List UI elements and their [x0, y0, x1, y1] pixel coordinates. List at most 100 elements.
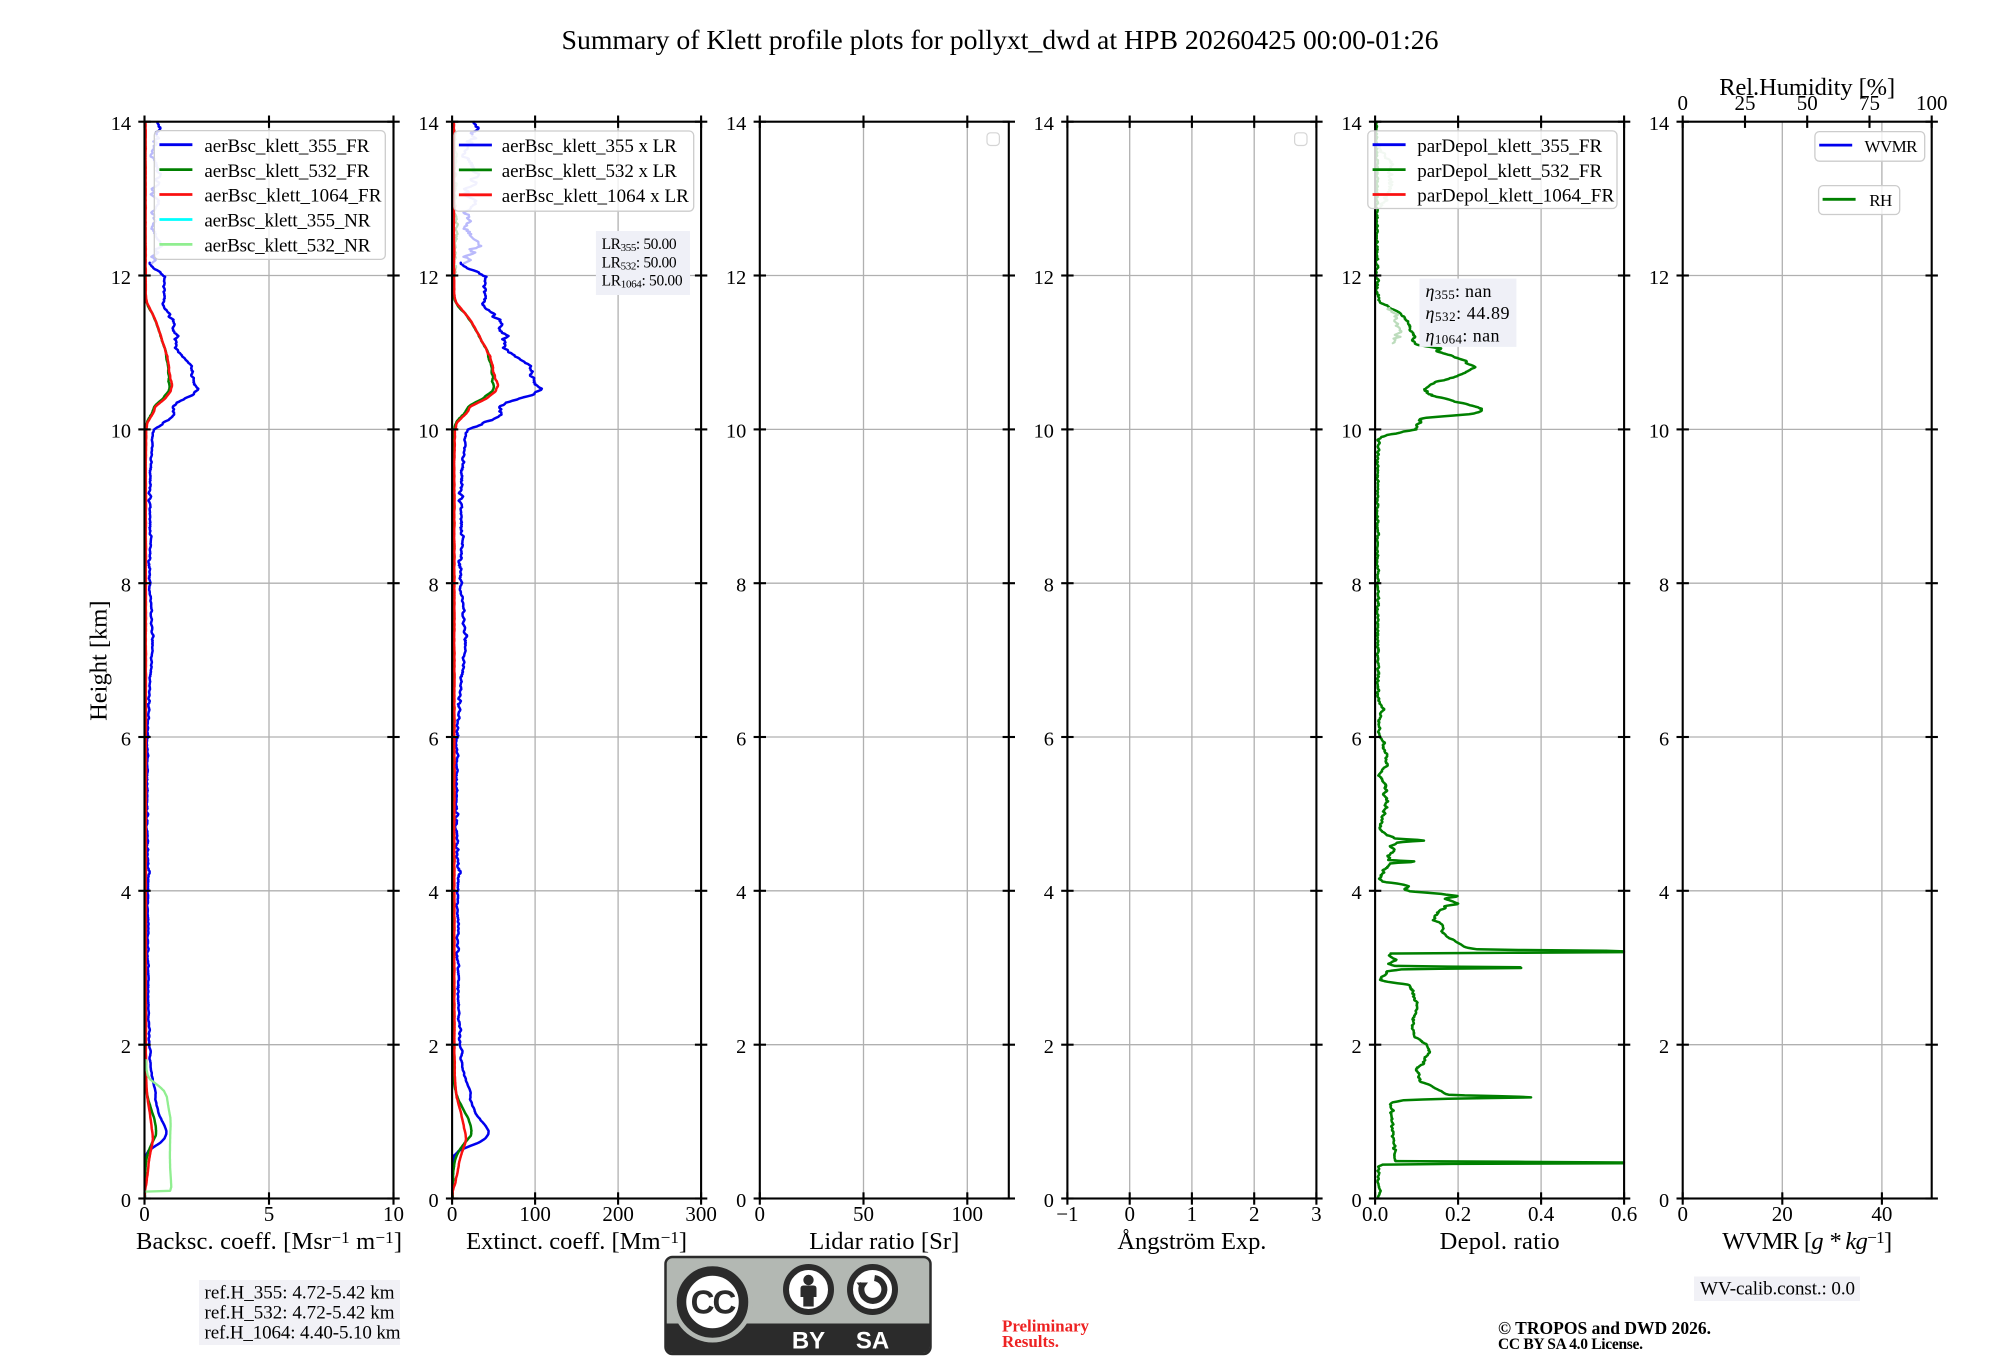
- svg-text:RH: RH: [1869, 191, 1892, 210]
- svg-text:0.6: 0.6: [1611, 1202, 1637, 1226]
- svg-text:WV-calib.const.: 0.0: WV-calib.const.: 0.0: [1700, 1279, 1855, 1300]
- svg-text:parDepol_klett_355_FR: parDepol_klett_355_FR: [1417, 136, 1602, 157]
- svg-text:200: 200: [602, 1202, 634, 1226]
- svg-text:4: 4: [1659, 882, 1669, 904]
- svg-text:12: 12: [1649, 267, 1669, 289]
- svg-text:Extinct. coeff. [Mm−1]: Extinct. coeff. [Mm−1]: [466, 1228, 687, 1255]
- svg-text:40: 40: [1871, 1202, 1892, 1226]
- svg-text:0.0: 0.0: [1362, 1202, 1388, 1226]
- svg-text:0: 0: [755, 1202, 766, 1226]
- svg-text:4: 4: [1044, 882, 1054, 904]
- svg-text:BY: BY: [792, 1328, 825, 1355]
- svg-text:η532: 44.89: η532: 44.89: [1426, 303, 1510, 324]
- svg-text:Summary of Klett profile plots: Summary of Klett profile plots for polly…: [562, 25, 1439, 56]
- svg-text:10: 10: [1649, 421, 1669, 443]
- svg-text:8: 8: [121, 575, 131, 597]
- svg-text:0: 0: [1659, 1190, 1669, 1212]
- svg-text:6: 6: [428, 728, 438, 750]
- svg-text:LR1064: 50.00: LR1064: 50.00: [602, 273, 683, 291]
- svg-text:Preliminary: Preliminary: [1002, 1317, 1090, 1336]
- svg-text:LR355: 50.00: LR355: 50.00: [602, 236, 677, 254]
- svg-text:100: 100: [952, 1202, 984, 1226]
- svg-text:10: 10: [1034, 421, 1054, 443]
- svg-text:6: 6: [1659, 728, 1669, 750]
- svg-text:25: 25: [1735, 91, 1756, 115]
- svg-text:Results.: Results.: [1002, 1332, 1059, 1351]
- svg-text:0: 0: [447, 1202, 458, 1226]
- svg-text:Backsc. coeff. [Msr−1 m−1]: Backsc. coeff. [Msr−1 m−1]: [136, 1228, 402, 1255]
- svg-text:CC: CC: [691, 1284, 736, 1321]
- svg-text:aerBsc_klett_532_NR: aerBsc_klett_532_NR: [204, 236, 370, 257]
- svg-text:0.4: 0.4: [1528, 1202, 1555, 1226]
- svg-text:aerBsc_klett_1064 x LR: aerBsc_klett_1064 x LR: [502, 186, 689, 207]
- svg-text:aerBsc_klett_1064_FR: aerBsc_klett_1064_FR: [204, 186, 381, 207]
- svg-text:4: 4: [736, 882, 746, 904]
- svg-text:14: 14: [726, 113, 746, 135]
- svg-text:0: 0: [1124, 1202, 1135, 1226]
- svg-text:8: 8: [428, 575, 438, 597]
- svg-text:14: 14: [111, 113, 131, 135]
- svg-text:8: 8: [1659, 575, 1669, 597]
- svg-text:10: 10: [383, 1202, 404, 1226]
- svg-text:CC BY SA 4.0 License.: CC BY SA 4.0 License.: [1498, 1336, 1643, 1353]
- svg-text:12: 12: [726, 267, 746, 289]
- svg-text:12: 12: [1034, 267, 1054, 289]
- svg-text:parDepol_klett_1064_FR: parDepol_klett_1064_FR: [1417, 186, 1614, 207]
- svg-text:aerBsc_klett_532 x LR: aerBsc_klett_532 x LR: [502, 161, 677, 182]
- svg-text:Depol. ratio: Depol. ratio: [1440, 1228, 1560, 1255]
- svg-text:4: 4: [121, 882, 131, 904]
- svg-text:8: 8: [1044, 575, 1054, 597]
- svg-text:0: 0: [1351, 1190, 1361, 1212]
- svg-text:0: 0: [121, 1190, 131, 1212]
- svg-text:8: 8: [1351, 575, 1361, 597]
- svg-text:ref.H_355: 4.72-5.42 km: ref.H_355: 4.72-5.42 km: [205, 1282, 395, 1303]
- svg-text:20: 20: [1772, 1202, 1793, 1226]
- svg-text:LR532: 50.00: LR532: 50.00: [602, 254, 677, 272]
- svg-text:2: 2: [1351, 1036, 1361, 1058]
- svg-text:12: 12: [1341, 267, 1361, 289]
- svg-text:aerBsc_klett_532_FR: aerBsc_klett_532_FR: [204, 161, 369, 182]
- svg-text:2: 2: [428, 1036, 438, 1058]
- svg-text:10: 10: [726, 421, 746, 443]
- svg-text:8: 8: [736, 575, 746, 597]
- svg-text:0: 0: [1677, 1202, 1688, 1226]
- svg-text:300: 300: [685, 1202, 717, 1226]
- svg-text:2: 2: [1044, 1036, 1054, 1058]
- svg-text:10: 10: [1341, 421, 1361, 443]
- svg-text:0: 0: [139, 1202, 150, 1226]
- svg-text:η355: nan: η355: nan: [1426, 281, 1492, 302]
- svg-text:Lidar ratio [Sr]: Lidar ratio [Sr]: [809, 1228, 959, 1255]
- svg-text:1: 1: [1187, 1202, 1198, 1226]
- svg-text:aerBsc_klett_355_FR: aerBsc_klett_355_FR: [204, 136, 369, 157]
- svg-text:6: 6: [736, 728, 746, 750]
- svg-text:5: 5: [264, 1202, 275, 1226]
- svg-text:2: 2: [121, 1036, 131, 1058]
- svg-text:2: 2: [736, 1036, 746, 1058]
- svg-text:ref.H_1064: 4.40-5.10 km: ref.H_1064: 4.40-5.10 km: [205, 1322, 401, 1343]
- svg-text:14: 14: [1341, 113, 1361, 135]
- svg-text:12: 12: [111, 267, 131, 289]
- svg-text:100: 100: [519, 1202, 551, 1226]
- svg-text:12: 12: [418, 267, 438, 289]
- svg-text:6: 6: [121, 728, 131, 750]
- svg-text:aerBsc_klett_355_NR: aerBsc_klett_355_NR: [204, 211, 370, 232]
- svg-text:η1064: nan: η1064: nan: [1426, 325, 1500, 346]
- svg-text:parDepol_klett_532_FR: parDepol_klett_532_FR: [1417, 161, 1602, 182]
- svg-text:50: 50: [853, 1202, 874, 1226]
- svg-text:WVMR [g * kg−1]: WVMR [g * kg−1]: [1722, 1228, 1892, 1255]
- svg-text:50: 50: [1797, 91, 1818, 115]
- svg-text:Rel.Humidity [%]: Rel.Humidity [%]: [1719, 74, 1895, 101]
- svg-text:10: 10: [111, 421, 131, 443]
- svg-text:WVMR: WVMR: [1865, 137, 1919, 156]
- svg-text:−1: −1: [1056, 1202, 1078, 1226]
- svg-text:0: 0: [428, 1190, 438, 1212]
- svg-text:2: 2: [1659, 1036, 1669, 1058]
- svg-text:0: 0: [1044, 1190, 1054, 1212]
- svg-text:75: 75: [1859, 91, 1880, 115]
- svg-text:© TROPOS and DWD 2026.: © TROPOS and DWD 2026.: [1498, 1318, 1711, 1338]
- svg-text:4: 4: [428, 882, 438, 904]
- svg-text:14: 14: [1649, 113, 1669, 135]
- svg-text:14: 14: [1034, 113, 1054, 135]
- svg-text:100: 100: [1916, 91, 1948, 115]
- svg-text:4: 4: [1351, 882, 1361, 904]
